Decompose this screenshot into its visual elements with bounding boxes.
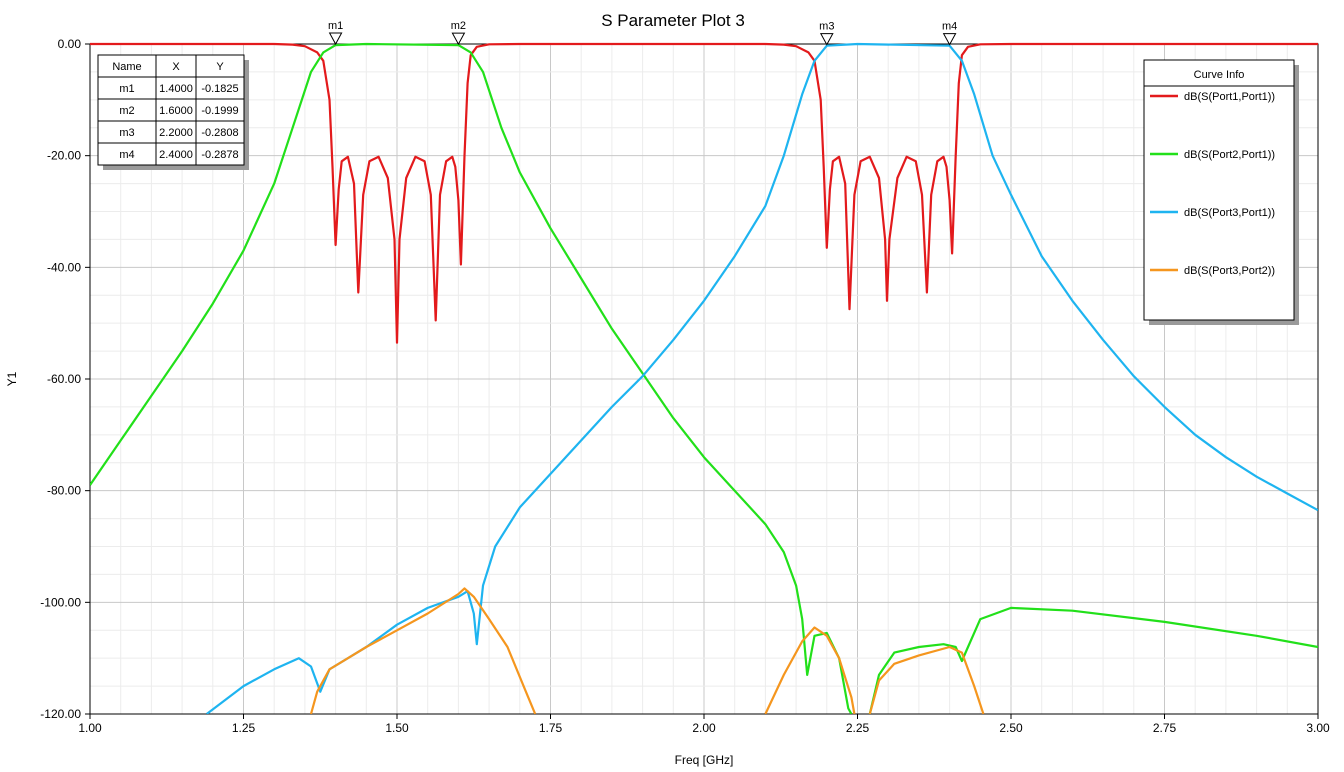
series-line-2	[90, 42, 853, 714]
x-tick-label: 1.00	[78, 721, 102, 735]
x-axis-title: Freq [GHz]	[675, 753, 734, 767]
marker-table-header: X	[172, 61, 180, 73]
y-tick-label: -80.00	[47, 484, 81, 498]
series-line-7	[868, 645, 985, 714]
marker-table-cell: m2	[119, 105, 134, 117]
marker-triangle-m2[interactable]	[451, 32, 466, 46]
legend-entry-label: dB(S(Port2,Port1))	[1184, 149, 1275, 161]
marker-label-m3: m3	[819, 21, 834, 33]
marker-table-cell: 1.6000	[159, 105, 193, 117]
marker-table-cell: -0.1825	[201, 83, 238, 95]
marker-table-cell: m1	[119, 83, 134, 95]
x-tick-label: 2.25	[846, 721, 870, 735]
marker-table-header: Name	[112, 61, 141, 73]
legend-frame	[1143, 59, 1295, 321]
x-tick-label: 2.00	[692, 721, 716, 735]
grid	[89, 43, 1319, 715]
marker-table-cell: 2.2000	[159, 127, 193, 139]
marker-label-m2: m2	[451, 20, 466, 32]
marker-table[interactable]: Name X Ym1 1.4000 -0.1825 m2 1.6000 -0.1999 m3 2.…	[97, 54, 249, 170]
y-tick-label: 0.00	[58, 37, 82, 51]
marker-table-cell: -0.1999	[201, 105, 238, 117]
series-line-1	[90, 42, 1318, 344]
marker-triangle-m1[interactable]	[328, 32, 343, 46]
y-tick-label: -100.00	[40, 595, 81, 609]
marker-table-frame	[97, 54, 245, 166]
x-tick-label: 2.50	[999, 721, 1023, 735]
x-tick-label: 1.75	[539, 721, 563, 735]
axis-ticks: 1.00 1.25 1.50 1.75 2.00 2.25 2.50 2.75 3.00 0.00…	[40, 37, 1330, 735]
legend-entry-label: dB(S(Port3,Port1))	[1184, 207, 1275, 219]
legend-entry-label: dB(S(Port3,Port2))	[1184, 265, 1275, 277]
curve-info-legend[interactable]: Curve Info dB(S(Port1,Port1)) dB(S(Port2,P…	[1143, 59, 1299, 325]
series-line-5	[309, 587, 537, 714]
y-tick-label: -40.00	[47, 260, 81, 274]
marker-table-cell: -0.2808	[201, 127, 238, 139]
marker-triangle-m3[interactable]	[819, 33, 834, 46]
marker-table-cell: -0.2878	[201, 149, 238, 161]
marker-table-cell: m4	[119, 149, 134, 161]
legend-title: Curve Info	[1194, 69, 1245, 81]
x-tick-label: 1.25	[232, 721, 256, 735]
series-line-6	[764, 626, 856, 714]
marker-table-header: Y	[216, 61, 224, 73]
chart-title: S Parameter Plot 3	[601, 11, 745, 30]
marker-label-m4: m4	[942, 21, 957, 33]
series-line-3	[868, 606, 1318, 714]
x-tick-label: 1.50	[385, 721, 409, 735]
marker-table-cell: m3	[119, 127, 134, 139]
marker-table-cell: 2.4000	[159, 149, 193, 161]
marker-triangle-m4[interactable]	[942, 33, 957, 46]
markers-group[interactable]: m1 m2 m3 m4	[328, 20, 957, 46]
series-group	[90, 42, 1318, 714]
y-tick-label: -60.00	[47, 372, 81, 386]
x-tick-label: 2.75	[1153, 721, 1177, 735]
x-tick-label: 3.00	[1306, 721, 1330, 735]
y-tick-label: -20.00	[47, 149, 81, 163]
y-tick-label: -120.00	[40, 707, 81, 721]
marker-table-cell: 1.4000	[159, 83, 193, 95]
y-axis-title: Y1	[5, 371, 19, 386]
marker-label-m1: m1	[328, 20, 343, 32]
legend-entry-label: dB(S(Port1,Port1))	[1184, 91, 1275, 103]
